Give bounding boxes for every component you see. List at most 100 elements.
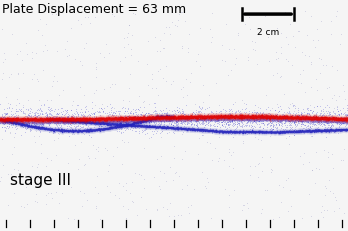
Point (14, 104, 19, 108)
Point (55, 50, 60, 54)
Point (339, 116, 344, 119)
Point (330, 114, 335, 118)
Point (99, 118, 104, 121)
Point (68, 122, 73, 125)
Point (269, 117, 275, 121)
Point (321, 123, 327, 126)
Point (83, 108, 89, 111)
Point (106, 113, 111, 117)
Point (194, 130, 199, 133)
Point (283, 117, 288, 121)
Point (260, 116, 266, 120)
Point (253, 119, 259, 123)
Point (267, 113, 273, 117)
Point (149, 117, 154, 121)
Point (313, 116, 318, 120)
Point (173, 117, 179, 121)
Point (333, 15, 339, 19)
Point (169, 120, 174, 123)
Point (205, 113, 211, 117)
Point (260, 127, 266, 130)
Point (267, 120, 273, 124)
Point (189, 119, 194, 122)
Point (61, 115, 67, 119)
Point (238, 112, 244, 116)
Point (274, 114, 279, 117)
Point (194, 124, 200, 127)
Point (321, 123, 327, 127)
Point (319, 122, 324, 126)
Point (117, 116, 122, 119)
Point (105, 123, 111, 127)
Point (64, 116, 70, 119)
Point (252, 120, 257, 123)
Point (63, 110, 69, 113)
Point (258, 107, 263, 110)
Point (9, 152, 15, 156)
Point (132, 126, 138, 130)
Point (276, 183, 282, 187)
Point (52, 110, 57, 113)
Point (49, 85, 55, 89)
Point (227, 147, 232, 151)
Point (117, 111, 122, 115)
Point (191, 124, 196, 128)
Point (300, 123, 306, 127)
Point (166, 122, 172, 126)
Point (239, 116, 244, 120)
Point (38, 119, 44, 123)
Point (159, 126, 165, 130)
Point (91, 112, 96, 116)
Point (164, 115, 170, 118)
Point (195, 115, 201, 118)
Point (185, 115, 191, 119)
Point (275, 112, 280, 116)
Point (287, 115, 293, 119)
Point (314, 111, 319, 115)
Point (226, 115, 231, 118)
Point (144, 125, 150, 128)
Point (158, 117, 164, 121)
Point (331, 209, 337, 213)
Point (6, 122, 11, 125)
Point (331, 119, 337, 123)
Point (54, 120, 59, 124)
Point (277, 117, 283, 121)
Point (105, 149, 110, 152)
Point (126, 116, 132, 119)
Point (244, 132, 250, 136)
Point (317, 105, 323, 109)
Point (128, 117, 134, 121)
Point (192, 113, 198, 116)
Point (338, 122, 344, 126)
Point (345, 116, 348, 120)
Point (42, 179, 48, 182)
Point (122, 125, 128, 129)
Point (150, 121, 156, 124)
Point (48, 191, 54, 195)
Point (12, 112, 18, 115)
Point (193, 115, 199, 119)
Point (30, 120, 36, 124)
Point (111, 118, 116, 121)
Point (308, 114, 313, 118)
Point (213, 110, 218, 113)
Point (172, 116, 177, 120)
Point (155, 50, 160, 53)
Point (93, 204, 99, 208)
Point (89, 117, 94, 120)
Point (143, 111, 149, 115)
Point (285, 60, 291, 63)
Point (29, 122, 35, 125)
Point (306, 112, 311, 116)
Point (252, 164, 257, 168)
Point (148, 112, 153, 116)
Point (216, 117, 222, 121)
Point (216, 114, 221, 117)
Point (77, 125, 83, 129)
Point (56, 123, 62, 127)
Point (25, 98, 30, 102)
Point (303, 126, 308, 130)
Point (331, 124, 336, 128)
Point (212, 121, 218, 125)
